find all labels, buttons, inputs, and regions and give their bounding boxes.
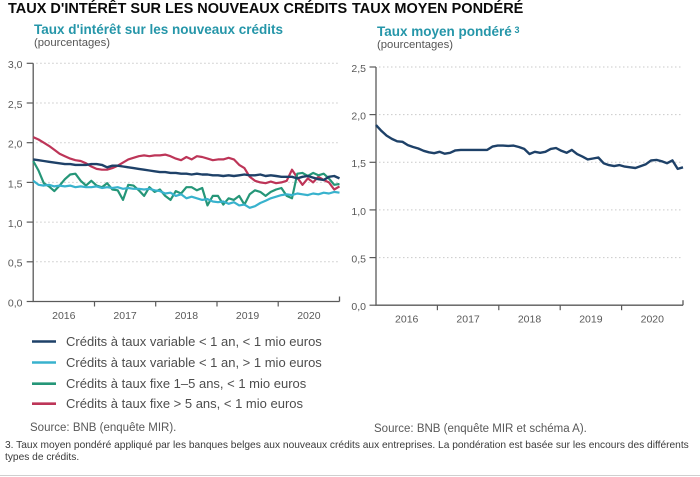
svg-text:Source: BNB (enquête MIR).: Source: BNB (enquête MIR).	[30, 422, 176, 434]
svg-text:2017: 2017	[113, 310, 137, 322]
svg-text:2018: 2018	[518, 314, 542, 326]
svg-text:0,0: 0,0	[8, 297, 23, 309]
svg-text:1,0: 1,0	[8, 218, 23, 230]
svg-text:2016: 2016	[52, 310, 76, 322]
svg-text:1,5: 1,5	[351, 158, 366, 170]
svg-text:0,0: 0,0	[351, 301, 366, 313]
svg-text:0,5: 0,5	[8, 258, 23, 270]
svg-text:2,0: 2,0	[351, 111, 366, 123]
svg-text:1,0: 1,0	[351, 206, 366, 218]
svg-text:2019: 2019	[236, 310, 260, 322]
svg-text:1,5: 1,5	[8, 178, 23, 190]
svg-text:Crédits à taux variable < 1 an: Crédits à taux variable < 1 an, > 1 mio …	[66, 355, 322, 370]
svg-text:2016: 2016	[395, 314, 419, 326]
svg-text:2,0: 2,0	[8, 139, 23, 151]
svg-text:2020: 2020	[297, 310, 321, 322]
svg-text:2017: 2017	[456, 314, 480, 326]
svg-text:Crédits à taux fixe 1–5 ans, <: Crédits à taux fixe 1–5 ans, < 1 mio eur…	[66, 376, 307, 391]
svg-text:0,5: 0,5	[351, 254, 366, 266]
svg-text:3,0: 3,0	[8, 59, 23, 71]
svg-text:Crédits à taux variable < 1 an: Crédits à taux variable < 1 an, < 1 mio …	[66, 334, 322, 349]
svg-text:2,5: 2,5	[8, 99, 23, 111]
svg-text:2019: 2019	[579, 314, 603, 326]
svg-text:Crédits à taux fixe > 5 ans, <: Crédits à taux fixe > 5 ans, < 1 mio eur…	[66, 396, 304, 411]
svg-text:2,5: 2,5	[351, 63, 366, 75]
svg-text:2018: 2018	[175, 310, 199, 322]
svg-text:2020: 2020	[641, 314, 665, 326]
svg-text:Source: BNB (enquête MIR et sc: Source: BNB (enquête MIR et schéma A).	[374, 423, 587, 435]
